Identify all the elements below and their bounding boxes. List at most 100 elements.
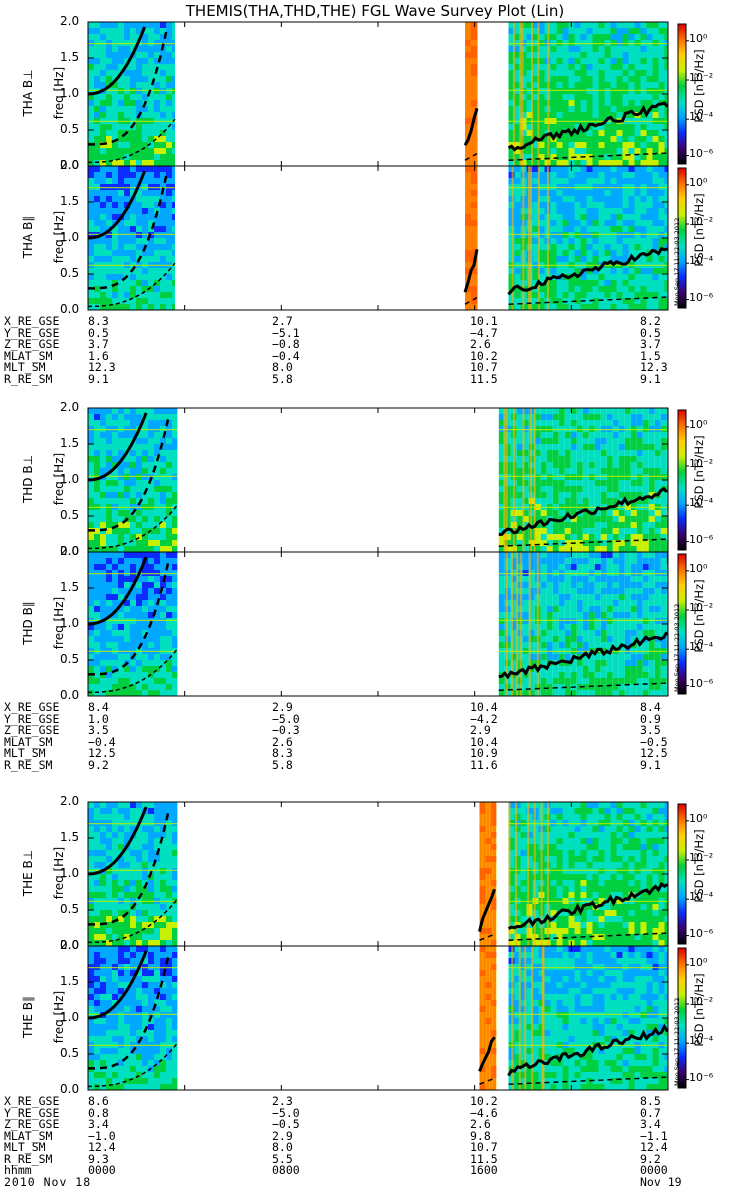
ephemeris-value: −4.7: [470, 325, 498, 340]
colorbar-tick-label: 10⁻⁴: [689, 254, 714, 268]
freq-axis-label: freq [Hz]: [52, 990, 66, 1044]
ephemeris-label: Z_RE_GSE: [4, 337, 60, 351]
ephemeris-value: −0.5: [272, 1117, 300, 1131]
ephemeris-value: 2.6: [470, 1117, 491, 1131]
ephemeris-value: 0.7: [640, 1105, 661, 1120]
ephemeris-value: 5.8: [272, 757, 293, 772]
colorbar-tick-label: 10⁻⁶: [689, 676, 714, 690]
ephemeris-label: X_RE_GSE: [4, 314, 60, 328]
colorbar-tick-label: 10⁻⁶: [689, 926, 714, 940]
colorbar-label: PSD [nT²/Hz]: [692, 435, 706, 509]
panel-name: THE B⊥: [21, 849, 35, 897]
y-tick-label: 0.0: [60, 544, 80, 558]
y-tick-label: 1.5: [60, 436, 80, 450]
ephemeris-label: MLAT_SM: [4, 348, 53, 363]
ephemeris-value: 5.8: [272, 371, 293, 386]
colorbar: [677, 23, 687, 165]
ephemeris-value: 3.7: [640, 337, 661, 351]
ephemeris-value: 0.9: [640, 711, 661, 726]
ephemeris-value: 5.5: [272, 1151, 293, 1166]
y-tick-label: 0.5: [60, 902, 80, 916]
y-tick-label: 0.5: [60, 1046, 80, 1060]
ephemeris-value: 10.7: [470, 360, 498, 374]
y-tick-label: 2.0: [60, 400, 80, 414]
ephemeris-value: −0.4: [272, 348, 300, 363]
ephemeris-value: 2.3: [272, 1094, 293, 1108]
ephemeris-value: 3.4: [640, 1117, 661, 1131]
y-tick-label: 0.0: [60, 1082, 80, 1096]
x-date-label: Nov 19: [640, 1175, 682, 1189]
colorbar-tick-label: 10⁻²: [689, 601, 714, 614]
colorbar-tick-label: 10⁻⁶: [689, 146, 714, 160]
spectrogram-panel: [87, 551, 689, 697]
y-tick-label: 0.5: [60, 266, 80, 280]
colorbar-tick-label: 10⁰: [689, 955, 708, 969]
spectrogram-panel: [87, 945, 689, 1091]
ephemeris-label: R_RE_SM: [4, 371, 53, 386]
freq-axis-label: freq [Hz]: [52, 66, 66, 120]
y-tick-label: 2.0: [60, 158, 80, 172]
figure-title: THEMIS(THA,THD,THE) FGL Wave Survey Plot…: [185, 2, 565, 20]
ephemeris-label: Y_RE_GSE: [4, 325, 60, 340]
colorbar-tick-label: 10⁻⁶: [689, 290, 714, 304]
timestamp-stamp: Mon Sep 17 11:22:03 2012: [673, 603, 681, 692]
colorbar-tick-label: 10⁻⁴: [689, 110, 714, 124]
ephemeris-value: 12.3: [640, 360, 668, 374]
ephemeris-label: X_RE_GSE: [4, 700, 60, 714]
ephemeris-value: −5.1: [272, 325, 300, 340]
freq-axis-label: freq [Hz]: [52, 210, 66, 264]
freq-axis-label: freq [Hz]: [52, 596, 66, 650]
ephemeris-value: 2.9: [272, 1128, 293, 1143]
colorbar-tick-label: 10⁻⁴: [689, 1034, 714, 1048]
ephemeris-value: −0.3: [272, 723, 300, 737]
x-tick-label: 0800: [272, 1163, 300, 1177]
y-tick-label: 0.5: [60, 122, 80, 136]
timestamp-stamp: Mon Sep 17 11:22:03 2012: [673, 997, 681, 1086]
ephemeris-value: 8.0: [272, 1140, 293, 1154]
spectrogram-panel: [87, 407, 689, 553]
ephemeris-value: 9.8: [470, 1128, 491, 1143]
ephemeris-value: −1.0: [88, 1128, 116, 1143]
colorbar-label: PSD [nT²/Hz]: [692, 973, 706, 1047]
ephemeris-value: 9.2: [640, 1151, 661, 1166]
x-tick-label: 0000: [640, 1163, 668, 1177]
colorbar-label: PSD [nT²/Hz]: [692, 49, 706, 123]
colorbar: [677, 803, 687, 945]
ephemeris-value: 1.0: [88, 711, 109, 726]
colorbar-label: PSD [nT²/Hz]: [692, 193, 706, 267]
ephemeris-value: 8.2: [640, 314, 661, 328]
colorbar-label: PSD [nT²/Hz]: [692, 579, 706, 653]
panel-name: THA B⊥: [21, 69, 35, 117]
ephemeris-value: 8.3: [88, 314, 109, 328]
colorbar-tick-label: 10⁻²: [689, 71, 714, 84]
colorbar-tick-label: 10⁻⁴: [689, 890, 714, 904]
colorbar-tick-label: 10⁻⁴: [689, 496, 714, 510]
y-tick-label: 0.0: [60, 158, 80, 172]
ephemeris-value: 3.4: [88, 1117, 109, 1131]
ephemeris-label: MLT_SM: [4, 360, 46, 374]
colorbar-tick-label: 10⁻²: [689, 215, 714, 228]
panel-name: THE B∥: [21, 996, 35, 1038]
ephemeris-value: 8.4: [88, 700, 109, 714]
panel-name: THD B⊥: [21, 454, 35, 504]
x-tick-label: 0000: [88, 1163, 116, 1177]
colorbar: [677, 947, 687, 1089]
ephemeris-value: −5.0: [272, 711, 300, 726]
ephemeris-value: −4.2: [470, 711, 498, 726]
ephemeris-value: 10.2: [470, 1094, 498, 1108]
ephemeris-value: 8.3: [272, 746, 293, 760]
ephemeris-label: Y_RE_GSE: [4, 1105, 60, 1120]
colorbar-tick-label: 10⁰: [689, 31, 708, 45]
freq-axis-label: freq [Hz]: [52, 452, 66, 506]
panel-name: THD B∥: [21, 601, 35, 645]
ephemeris-value: 9.1: [640, 371, 661, 386]
ephemeris-value: 2.9: [272, 700, 293, 714]
ephemeris-value: 3.7: [88, 337, 109, 351]
ephemeris-value: 3.5: [640, 723, 661, 737]
ephemeris-value: 9.1: [640, 757, 661, 772]
ephemeris-value: 9.1: [88, 371, 109, 386]
y-tick-label: 1.5: [60, 830, 80, 844]
ephemeris-value: 12.5: [640, 746, 668, 760]
ephemeris-value: 12.5: [88, 746, 116, 760]
